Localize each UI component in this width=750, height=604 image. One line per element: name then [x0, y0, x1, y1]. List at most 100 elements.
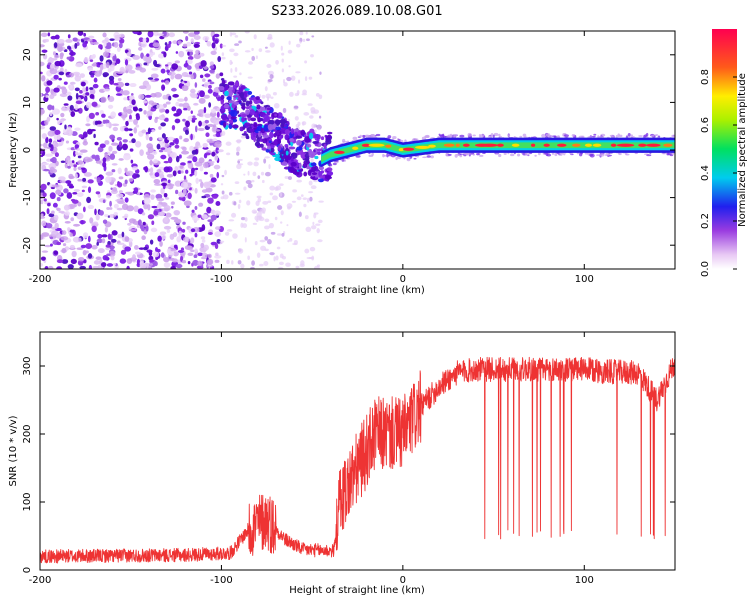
noise-blob [124, 127, 129, 132]
noise-blob-light [200, 242, 205, 248]
noise-blob-light [171, 258, 178, 263]
noise-blob-light [206, 258, 214, 266]
ridge-halo-blob [617, 133, 620, 138]
colorbar-tick-label: 0.0 [700, 261, 711, 277]
faint-blob [230, 68, 233, 73]
noise-blob [85, 243, 93, 250]
faint-blob [247, 161, 253, 166]
faint-blob [237, 158, 243, 161]
noise-blob-light [197, 113, 202, 117]
ridge-cluster-blob [231, 124, 239, 129]
faint-blob [247, 255, 250, 261]
faint-blob [224, 231, 230, 236]
noise-blob [96, 241, 99, 246]
noise-blob-light [187, 252, 194, 256]
ridge-cluster-blob [298, 162, 302, 170]
faint-blob [251, 260, 255, 266]
noise-blob-light [215, 73, 221, 79]
noise-blob-light [146, 110, 153, 117]
faint-blob [228, 219, 235, 222]
ridge-halo-blob [459, 153, 462, 156]
ridge-cluster-blob [316, 148, 323, 152]
ridge-cluster-blob [244, 88, 250, 91]
faint-blob [236, 140, 241, 144]
noise-blob [161, 79, 165, 83]
noise-blob [135, 114, 141, 121]
ridge-halo-blob [596, 154, 600, 156]
noise-blob-light [51, 184, 60, 188]
noise-blob [181, 228, 186, 233]
faint-blob [238, 40, 242, 44]
ridge-cluster-blob [239, 91, 245, 99]
noise-blob-light [75, 73, 79, 78]
noise-blob [64, 124, 67, 130]
noise-blob-light [86, 115, 90, 123]
ridge-cluster-blob [267, 119, 275, 125]
noise-blob [106, 263, 114, 267]
noise-blob [125, 120, 129, 127]
noise-blob-light [108, 122, 112, 129]
noise-blob [210, 177, 217, 183]
ridge-halo-blob [651, 134, 655, 137]
ridge-cluster-blob [308, 151, 316, 159]
ridge-cluster-blob [326, 167, 333, 172]
noise-blob-light [197, 260, 203, 267]
noise-blob [171, 125, 176, 131]
noise-blob [215, 147, 220, 154]
faint-blob [236, 147, 239, 152]
noise-blob [49, 148, 54, 152]
ridge-hotspot [368, 143, 385, 147]
noise-blob [151, 205, 158, 209]
noise-blob-light [116, 46, 121, 52]
noise-blob-light [75, 151, 79, 156]
faint-blob [286, 76, 292, 82]
faint-blob [273, 256, 276, 262]
noise-blob-light [138, 85, 147, 90]
ridge-cluster-blob [261, 147, 267, 151]
noise-blob-light [178, 230, 183, 237]
faint-blob [258, 48, 263, 53]
noise-blob-light [125, 64, 133, 71]
ridge-halo-blob [493, 132, 499, 137]
noise-blob-light [116, 71, 125, 75]
ridge-cluster-blob [275, 129, 282, 137]
faint-blob [279, 261, 284, 266]
ridge-halo-blob [387, 135, 392, 139]
faint-blob [230, 212, 237, 218]
noise-blob-light [40, 108, 45, 115]
faint-blob [301, 121, 307, 126]
faint-blob [261, 94, 266, 99]
noise-blob-light [120, 114, 127, 119]
noise-blob [85, 92, 90, 96]
noise-blob-light [132, 254, 136, 260]
noise-blob [96, 238, 103, 244]
noise-blob [45, 136, 49, 144]
noise-blob [175, 155, 180, 163]
noise-blob [172, 170, 177, 177]
faint-blob [315, 92, 320, 97]
ridge-halo-blob [476, 152, 480, 156]
noise-blob [115, 93, 122, 96]
noise-blob-light [125, 170, 134, 177]
faint-blob [302, 89, 307, 95]
noise-blob-light [107, 67, 112, 73]
ridge-hotspot [402, 147, 415, 151]
noise-blob [146, 249, 153, 253]
noise-blob-light [92, 221, 99, 225]
noise-blob [144, 166, 149, 173]
noise-blob [197, 214, 202, 218]
noise-blob [168, 95, 172, 101]
noise-blob [155, 193, 163, 200]
ridge-cluster-blob [253, 112, 260, 118]
noise-blob-light [194, 187, 198, 194]
noise-blob [98, 44, 103, 49]
noise-blob-light [135, 141, 142, 148]
noise-blob-light [215, 252, 219, 256]
noise-blob-light [154, 116, 159, 120]
ridge-halo-blob [397, 138, 401, 141]
noise-blob [157, 235, 162, 242]
noise-blob [70, 111, 76, 117]
noise-blob [87, 235, 91, 243]
noise-blob-light [162, 94, 167, 100]
noise-blob [138, 37, 144, 43]
